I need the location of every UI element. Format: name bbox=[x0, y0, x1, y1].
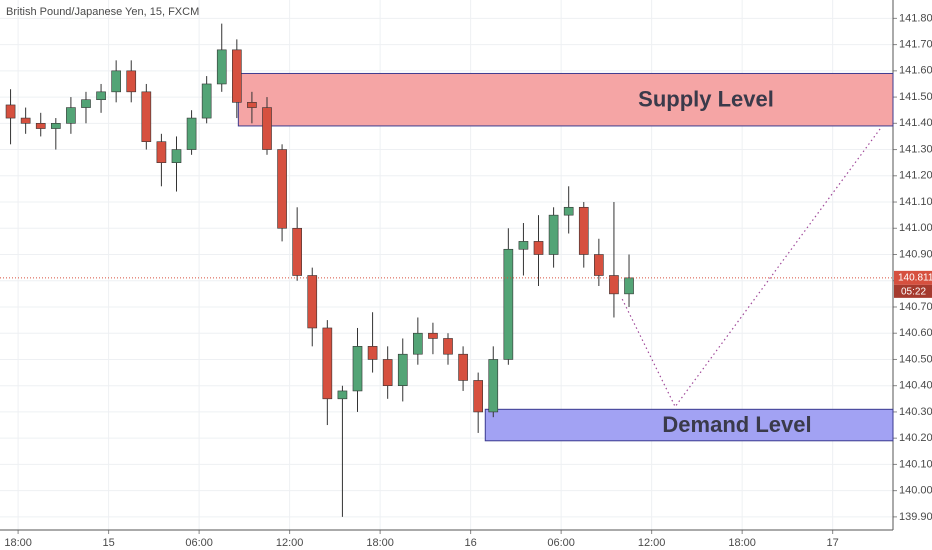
candle-body bbox=[126, 70, 137, 93]
x-tick-label: 06:00 bbox=[185, 537, 213, 549]
candle-body bbox=[141, 91, 152, 142]
candle-body bbox=[322, 327, 333, 400]
candle-body bbox=[609, 275, 619, 295]
x-tick-label: 06:00 bbox=[547, 537, 575, 549]
candle-body bbox=[518, 241, 529, 250]
candle-body bbox=[111, 70, 121, 93]
candle-body bbox=[96, 91, 106, 101]
y-tick-label: 140.700 bbox=[899, 301, 932, 313]
candle-body bbox=[262, 107, 272, 150]
candle-body bbox=[382, 359, 393, 386]
countdown-label: 05:22 bbox=[901, 286, 926, 297]
y-tick-label: 140.900 bbox=[899, 248, 932, 260]
y-tick-label: 140.400 bbox=[899, 380, 932, 392]
y-tick-label: 141.400 bbox=[899, 117, 932, 129]
y-tick-label: 141.300 bbox=[899, 143, 932, 155]
candle-body bbox=[563, 206, 574, 216]
candle-body bbox=[503, 248, 514, 360]
candle-body bbox=[443, 338, 453, 355]
y-tick-label: 140.600 bbox=[899, 327, 932, 339]
candle-body bbox=[171, 149, 182, 163]
x-tick-label: 16 bbox=[465, 537, 477, 549]
candle-body bbox=[232, 49, 242, 103]
candle-body bbox=[594, 254, 604, 276]
candle-body bbox=[156, 141, 167, 163]
candle-body bbox=[307, 275, 318, 329]
candle-body bbox=[66, 107, 76, 124]
x-tick-label: 18:00 bbox=[728, 537, 756, 549]
y-tick-label: 141.000 bbox=[899, 222, 932, 234]
y-tick-label: 141.600 bbox=[899, 65, 932, 77]
y-tick-label: 141.200 bbox=[899, 170, 932, 182]
candle-body bbox=[533, 241, 544, 255]
zone bbox=[484, 408, 894, 442]
x-tick-label: 17 bbox=[827, 537, 839, 549]
candle-body bbox=[81, 99, 91, 108]
candle-body bbox=[35, 123, 46, 129]
zone-label: Supply Level bbox=[638, 87, 774, 112]
candle-body bbox=[216, 49, 227, 85]
zone bbox=[237, 72, 894, 127]
y-tick-label: 140.300 bbox=[899, 406, 932, 418]
candle-body bbox=[50, 123, 61, 129]
y-tick-label: 141.700 bbox=[899, 39, 932, 51]
candle-body bbox=[624, 277, 634, 295]
y-tick-label: 141.500 bbox=[899, 91, 932, 103]
candle-body bbox=[337, 390, 348, 400]
last-price-label: 140.811 bbox=[898, 272, 932, 283]
candle-body bbox=[247, 102, 257, 108]
last-price-tag bbox=[894, 270, 932, 285]
candle-body bbox=[367, 346, 378, 360]
candle-body bbox=[292, 227, 302, 276]
x-tick-label: 18:00 bbox=[366, 537, 394, 549]
y-tick-label: 140.000 bbox=[899, 485, 932, 497]
candle-body bbox=[458, 353, 468, 381]
x-tick-label: 12:00 bbox=[638, 537, 666, 549]
candle-body bbox=[397, 353, 408, 386]
y-tick-label: 140.500 bbox=[899, 353, 932, 365]
candle-body bbox=[413, 332, 423, 355]
candle-body bbox=[488, 359, 499, 413]
x-tick-label: 15 bbox=[102, 537, 114, 549]
y-tick-label: 139.900 bbox=[899, 511, 932, 523]
candle-body bbox=[352, 346, 363, 392]
zone-label: Demand Level bbox=[662, 412, 811, 437]
candle-body bbox=[186, 117, 197, 150]
candle-body bbox=[428, 332, 438, 339]
y-tick-label: 141.800 bbox=[899, 12, 932, 24]
candle-body bbox=[277, 149, 287, 229]
countdown-tag bbox=[894, 284, 932, 298]
candle-body bbox=[20, 117, 31, 124]
candle-body bbox=[548, 214, 559, 255]
candle-body bbox=[5, 104, 16, 119]
candle-body bbox=[473, 380, 484, 413]
chart-title: British Pound/Japanese Yen, 15, FXCM bbox=[6, 6, 199, 18]
y-tick-label: 141.100 bbox=[899, 196, 932, 208]
candle-body bbox=[578, 206, 589, 255]
candle-body bbox=[201, 83, 212, 119]
x-tick-label: 18:00 bbox=[4, 537, 32, 549]
y-tick-label: 140.100 bbox=[899, 458, 932, 470]
x-tick-label: 12:00 bbox=[276, 537, 304, 549]
y-tick-label: 140.200 bbox=[899, 432, 932, 444]
